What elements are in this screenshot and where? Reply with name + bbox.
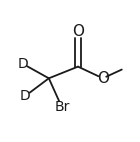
Text: D: D — [20, 89, 31, 103]
Text: Br: Br — [54, 101, 70, 114]
Text: O: O — [97, 71, 109, 86]
Text: O: O — [72, 24, 84, 39]
Text: D: D — [17, 57, 28, 71]
